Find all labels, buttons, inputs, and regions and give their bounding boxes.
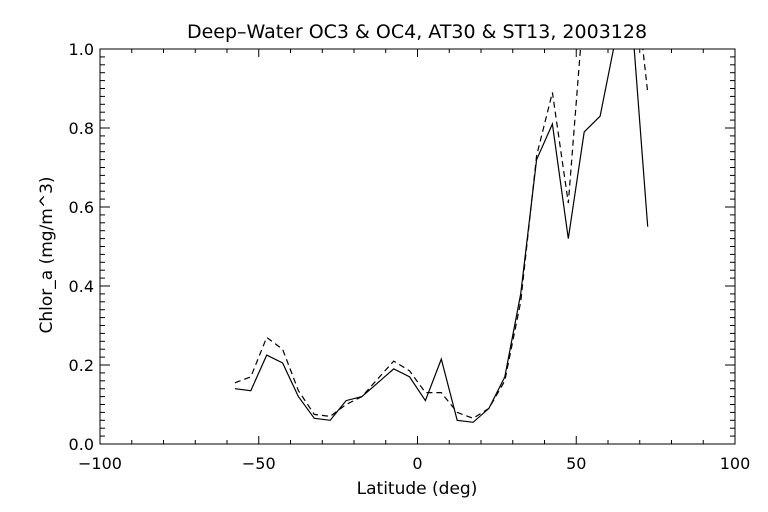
- x-axis-label: Latitude (deg): [357, 479, 478, 499]
- series-line-dashed: [234, 49, 649, 419]
- axis-ticks: [99, 48, 736, 445]
- y-axis-label: Chlor_a (mg/m^3): [37, 176, 57, 333]
- x-tick-label: 100: [720, 454, 751, 473]
- y-tick-labels: 0.0 0.2 0.4 0.6 0.8 1.0: [69, 40, 94, 454]
- x-tick-label: 0: [412, 454, 422, 473]
- y-tick-label: 0.4: [69, 277, 94, 296]
- x-tick-label: 50: [566, 454, 586, 473]
- y-tick-label: 0.8: [69, 119, 94, 138]
- y-tick-label: 0.0: [69, 435, 94, 454]
- x-tick-labels: −100 −50 0 50 100: [78, 454, 750, 473]
- chart-title: Deep–Water OC3 & OC4, AT30 & ST13, 20031…: [187, 21, 647, 43]
- y-tick-label: 1.0: [69, 40, 94, 59]
- y-tick-label: 0.6: [69, 198, 94, 217]
- series-layer: [234, 49, 649, 423]
- y-tick-label: 0.2: [69, 356, 94, 375]
- x-tick-label: −50: [242, 454, 276, 473]
- series-line-solid: [234, 49, 649, 423]
- x-tick-label: −100: [78, 454, 122, 473]
- plot-frame: [99, 48, 736, 445]
